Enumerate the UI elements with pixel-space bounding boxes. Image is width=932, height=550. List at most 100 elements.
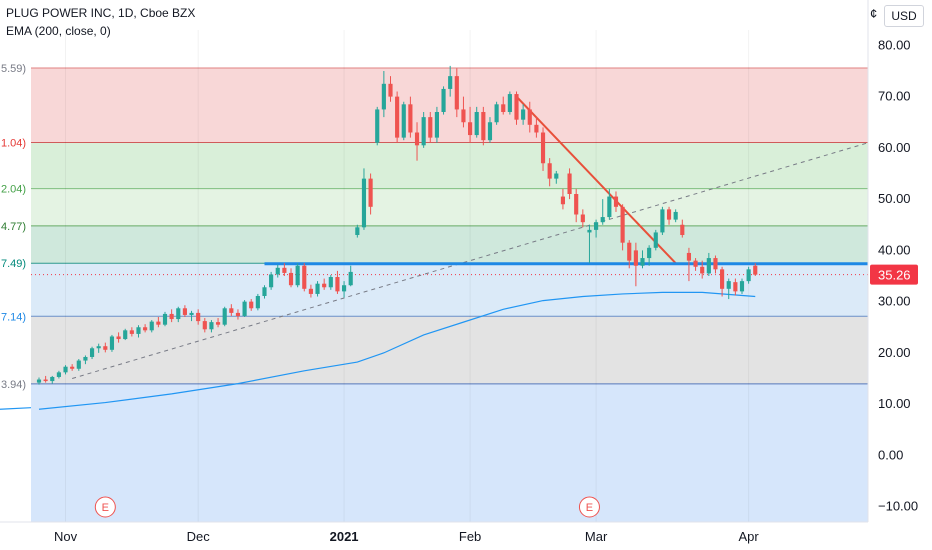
candle [686,247,692,282]
time-tick-label: Apr [739,529,760,544]
indicator-legend[interactable]: EMA (200, close, 0) [6,24,111,38]
candle-body [448,76,453,89]
candle-body [507,94,512,112]
candle [355,224,360,238]
candle [594,219,599,238]
candle [196,309,201,325]
candle-body [733,282,738,292]
candle-body [428,117,433,138]
candle-body [269,274,274,288]
symbol-title[interactable]: PLUG POWER INC, 1D, Cboe BZX [6,6,196,20]
last-price-badge [870,264,918,285]
candle-body [381,83,386,110]
candle [501,96,506,115]
candle-body [421,117,426,146]
candle [713,255,718,274]
time-axis-bg [0,522,932,550]
candle-body [341,285,347,292]
candle [706,252,711,276]
time-axis[interactable]: Nov Dec 2021 Feb Mar Apr [0,521,932,550]
candle [428,112,433,143]
price-tick-label: −10.00 [878,499,918,514]
candle-body [235,312,241,316]
candle [574,188,579,223]
fib-label-6: 3.94) [1,379,26,391]
candle [600,199,605,225]
candle-body [706,258,711,274]
candle [733,278,738,296]
candle-body [600,217,605,223]
candle-body [487,122,493,141]
candle [269,271,274,290]
candle-body [395,96,400,138]
candlestick-series[interactable] [36,65,758,385]
candle [169,309,174,323]
candle [653,229,658,251]
candle-body [388,83,393,97]
price-axis[interactable]: 80.00 70.00 60.00 50.00 40.00 30.00 20.00 10.00… [867,0,932,550]
time-tick-label: Dec [187,529,211,544]
candle-body [693,260,698,267]
candle-body [454,76,459,110]
candle [215,318,221,328]
candle [627,240,632,269]
trend-down-line [515,95,677,264]
candle [328,274,333,290]
candle [494,101,499,125]
candle-body [540,132,546,164]
candle-body [103,346,108,350]
candle [454,68,459,118]
candle [680,219,685,238]
candle-body [255,295,260,309]
candle-body [521,109,526,120]
fib-label-2: 2.04) [1,184,26,196]
fib-label-5: 7.14) [1,311,26,323]
candle [739,278,745,294]
candle-body [50,376,55,382]
candle-body [295,265,300,286]
settings-icon[interactable]: ¢ [870,6,878,21]
candle-body [76,360,81,369]
candle [50,375,55,384]
candle-body [680,224,685,235]
candle-body [468,122,473,136]
candle-body [262,287,267,296]
candle [613,191,619,212]
candle-body [96,346,101,349]
candle-body [368,178,373,207]
candle [700,260,705,279]
candle [534,117,539,138]
candle [182,305,187,317]
candle [547,158,552,187]
candle-body [136,327,141,334]
drawing-tools[interactable] [31,95,869,379]
candle [315,281,320,297]
candle-body [315,283,320,294]
candle-body [189,312,194,315]
candle [43,375,48,383]
candle [229,304,234,316]
candle-body [222,308,227,325]
candle-body [560,196,566,205]
candle-body [514,94,519,120]
candle [322,278,327,290]
candle [70,364,75,371]
candle-body [70,366,75,369]
fib-zone-3 [31,225,868,264]
candle-body [348,271,353,286]
earnings-marker-1: E [578,496,600,518]
currency-button[interactable]: USD [884,5,924,27]
candle [36,377,42,385]
candle [249,299,254,311]
time-tick-label: Feb [459,529,481,544]
candle [288,268,294,288]
candle [720,266,725,297]
candle [156,317,161,328]
candle-body [242,301,247,316]
candle-body [116,336,121,340]
candle [235,309,241,320]
candle-body [607,196,612,218]
candle-body [580,214,585,223]
